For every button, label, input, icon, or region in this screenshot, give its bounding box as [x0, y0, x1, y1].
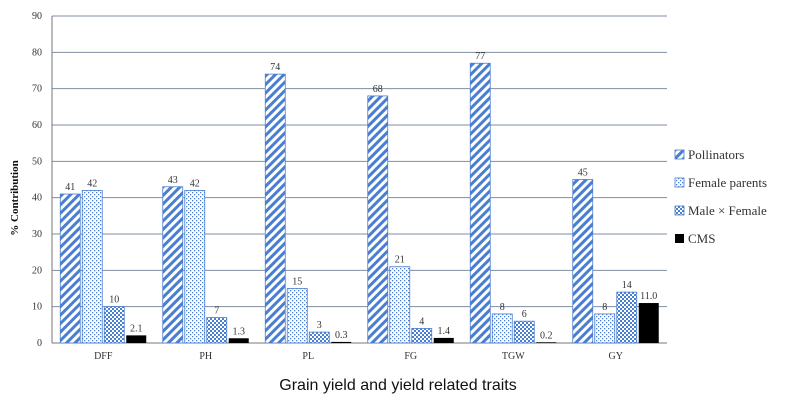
bar-diagonal: [469, 62, 491, 344]
bar-solid: [536, 342, 557, 343]
legend-swatch: [674, 205, 685, 216]
data-label: 3: [317, 320, 322, 331]
y-axis-label: % Contribution: [9, 160, 21, 236]
y-tick-label: 70: [32, 84, 42, 95]
bar-diagonal: [572, 179, 594, 344]
legend-swatch: [674, 177, 685, 188]
x-tick-label: GY: [609, 351, 623, 362]
data-label: 10: [109, 295, 119, 306]
data-label: 45: [578, 168, 588, 179]
bar-solid: [331, 341, 352, 343]
data-label: 1.4: [438, 326, 451, 337]
legend: Pollinators Female parents Male × Female CM…: [674, 147, 767, 246]
data-label: 1.3: [233, 326, 246, 337]
legend-label: Pollinators: [688, 147, 744, 162]
x-axis-ticks: DFF PH PL FG TGW GY: [94, 351, 623, 362]
data-label: 8: [602, 302, 607, 313]
x-tick-label: PL: [302, 351, 314, 362]
y-tick-label: 60: [32, 120, 42, 131]
bar-dots: [491, 313, 513, 344]
y-tick-label: 90: [32, 11, 42, 22]
data-label: 6: [522, 309, 527, 320]
bar-dots: [184, 189, 206, 344]
y-tick-label: 10: [32, 302, 42, 313]
bar-solid: [228, 338, 249, 343]
legend-label: CMS: [688, 231, 715, 246]
bar-checker: [616, 291, 638, 344]
data-label: 21: [395, 255, 405, 266]
data-label: 41: [65, 182, 75, 193]
bar-checker: [308, 331, 330, 344]
bar-diagonal: [264, 73, 286, 344]
x-tick-label: FG: [404, 351, 417, 362]
bar-checker: [411, 328, 433, 344]
y-tick-label: 30: [32, 229, 42, 240]
bar-solid: [433, 337, 454, 343]
data-label: 0.2: [540, 330, 553, 341]
legend-swatch: [675, 234, 684, 243]
data-label: 8: [500, 302, 505, 313]
x-axis-label: Grain yield and yield related traits: [279, 377, 516, 394]
bar-checker: [103, 306, 125, 344]
data-label: 42: [87, 178, 97, 189]
data-label: 2.1: [130, 323, 143, 334]
data-label: 0.3: [335, 330, 348, 341]
x-tick-label: TGW: [502, 351, 525, 362]
x-tick-label: DFF: [94, 351, 113, 362]
data-labels: 41 42 10 2.1 43 42 7 1.3 74 15 3 0.3 68 21 4 1.4 77 8 6 0.2…: [65, 51, 657, 341]
y-tick-label: 80: [32, 47, 42, 58]
gridlines: [51, 15, 667, 344]
y-tick-label: 50: [32, 156, 42, 167]
bar-dots: [594, 313, 616, 344]
data-label: 42: [190, 178, 200, 189]
bar-diagonal: [59, 193, 81, 344]
x-tick-label: PH: [199, 351, 212, 362]
y-axis-ticks: 0 10 20 30 40 50 60 70 80 90: [32, 11, 42, 349]
data-label: 7: [214, 306, 219, 317]
bar-diagonal: [162, 186, 184, 344]
bar-solid: [638, 303, 659, 343]
data-label: 14: [622, 280, 632, 291]
legend-label: Female parents: [688, 175, 767, 190]
data-label: 68: [373, 84, 383, 95]
data-label: 4: [419, 316, 424, 327]
data-label: 74: [270, 62, 280, 73]
data-label: 15: [292, 277, 302, 288]
bar-checker: [206, 317, 228, 344]
bar-dots: [286, 288, 308, 344]
legend-swatch: [674, 149, 685, 160]
bar-checker: [513, 320, 535, 344]
y-tick-label: 40: [32, 193, 42, 204]
bar-dots: [81, 189, 103, 344]
data-label: 77: [475, 51, 485, 62]
bar-dots: [389, 266, 411, 344]
bars: [59, 62, 659, 344]
bar-solid: [126, 335, 147, 343]
data-label: 11.0: [640, 291, 657, 302]
legend-label: Male × Female: [688, 203, 767, 218]
bar-diagonal: [367, 95, 389, 344]
y-tick-label: 0: [37, 338, 42, 349]
data-label: 43: [168, 175, 178, 186]
y-tick-label: 20: [32, 265, 42, 276]
